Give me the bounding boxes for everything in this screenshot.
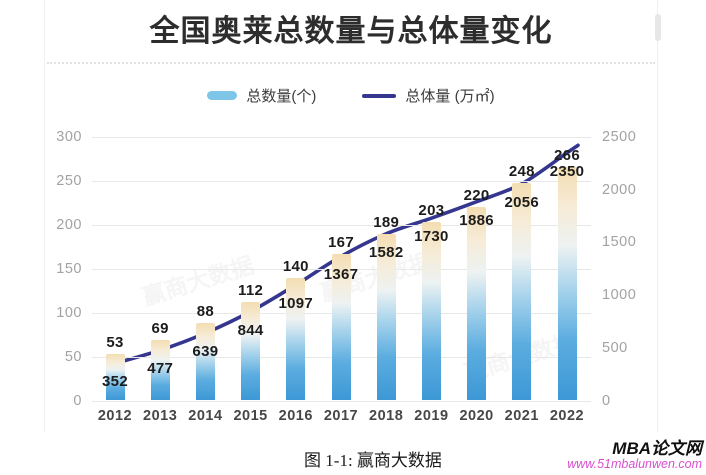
bar-2018 [376, 234, 396, 401]
line-value-label-2020: 1886 [459, 211, 494, 229]
bar-2022 [557, 166, 577, 401]
y-axis-left-tick: 250 [56, 172, 82, 189]
y-axis-left-tick: 150 [56, 260, 82, 277]
x-axis-label-2015: 2015 [233, 408, 268, 424]
gridline [92, 137, 591, 138]
line-value-label-2021: 2056 [504, 193, 540, 211]
bar-2012 [105, 353, 125, 401]
y-axis-left-tick: 0 [73, 392, 82, 409]
legend-item-total-count: 总数量(个) [207, 85, 316, 106]
scrollbar-thumb[interactable] [655, 14, 661, 41]
chart-legend: 总数量(个) 总体量 (万㎡) [45, 85, 657, 106]
x-axis-label-2017: 2017 [323, 408, 359, 424]
line-series-swatch-icon [362, 93, 397, 98]
line-value-label-2016: 1097 [278, 294, 314, 312]
x-axis-label-2018: 2018 [369, 408, 404, 424]
line-value-label-2012: 352 [102, 373, 128, 391]
y-axis-left-tick: 300 [56, 129, 82, 145]
line-value-label-2022: 2350 [549, 162, 585, 180]
y-axis-right-tick: 500 [602, 339, 628, 356]
bar-value-label-2017: 167 [328, 233, 354, 251]
bar-value-label-2014: 88 [196, 303, 215, 321]
bar-2016 [286, 277, 306, 401]
gridline [92, 180, 591, 182]
title-divider [47, 62, 655, 64]
bar-2015 [241, 302, 261, 401]
bar-2019 [421, 222, 441, 401]
bar-value-label-2018: 189 [373, 214, 400, 232]
site-watermark-name: MBA论文网 [612, 439, 702, 458]
line-value-label-2015: 844 [237, 321, 264, 339]
bar-value-label-2022: 266 [554, 146, 580, 164]
x-axis-label-2019: 2019 [414, 408, 449, 424]
bar-value-label-2020: 220 [463, 187, 490, 205]
y-axis-right-tick: 1000 [602, 287, 637, 304]
y-axis-left-tick: 100 [56, 304, 82, 321]
bar-2020 [467, 207, 487, 401]
figure-caption: 图 1-1: 赢商大数据 [304, 451, 442, 470]
line-value-label-2013: 477 [147, 360, 174, 378]
legend-item-total-volume: 总体量 (万㎡) [362, 85, 495, 106]
bar-series-swatch-icon [207, 91, 238, 100]
bar-value-label-2013: 69 [151, 319, 169, 337]
x-axis-label-2013: 2013 [143, 408, 178, 424]
site-watermark: MBA论文网 www.51mbalunwen.com [567, 440, 702, 471]
bar-value-label-2021: 248 [508, 162, 535, 180]
line-value-label-2018: 1582 [368, 243, 404, 261]
bar-value-label-2019: 203 [418, 202, 445, 220]
bar-value-label-2012: 53 [106, 333, 124, 351]
x-axis-label-2020: 2020 [459, 408, 494, 424]
site-watermark-url: www.51mbalunwen.com [567, 456, 702, 471]
bar-2021 [512, 182, 532, 401]
legend-label-total-volume: 总体量 (万㎡) [405, 88, 495, 105]
y-axis-right-tick: 1500 [602, 234, 637, 251]
x-axis-label-2022: 2022 [549, 408, 585, 424]
line-value-label-2014: 639 [192, 343, 219, 361]
gridline [92, 224, 591, 226]
bar-2014 [195, 323, 215, 401]
bar-2013 [150, 339, 170, 401]
x-axis-label-2016: 2016 [278, 408, 313, 424]
bar-value-label-2016: 140 [282, 257, 309, 275]
gridline [92, 400, 591, 402]
y-axis-left-tick: 50 [64, 348, 82, 365]
x-axis-label-2012: 2012 [97, 408, 133, 424]
chart-title: 全国奥莱总数量与总体量变化 [149, 15, 553, 48]
line-value-label-2019: 1730 [414, 228, 449, 246]
y-axis-left-tick: 200 [56, 216, 82, 233]
y-axis-right-tick: 0 [602, 392, 611, 409]
y-axis-right-tick: 2500 [602, 129, 637, 145]
x-axis-label-2014: 2014 [188, 408, 223, 424]
bar-value-label-2015: 112 [238, 282, 264, 300]
y-axis-right-tick: 2000 [602, 181, 637, 198]
x-axis-label-2021: 2021 [504, 408, 539, 424]
legend-label-total-count: 总数量(个) [246, 88, 317, 105]
line-value-label-2017: 1367 [323, 266, 359, 284]
bar-2017 [331, 253, 351, 401]
